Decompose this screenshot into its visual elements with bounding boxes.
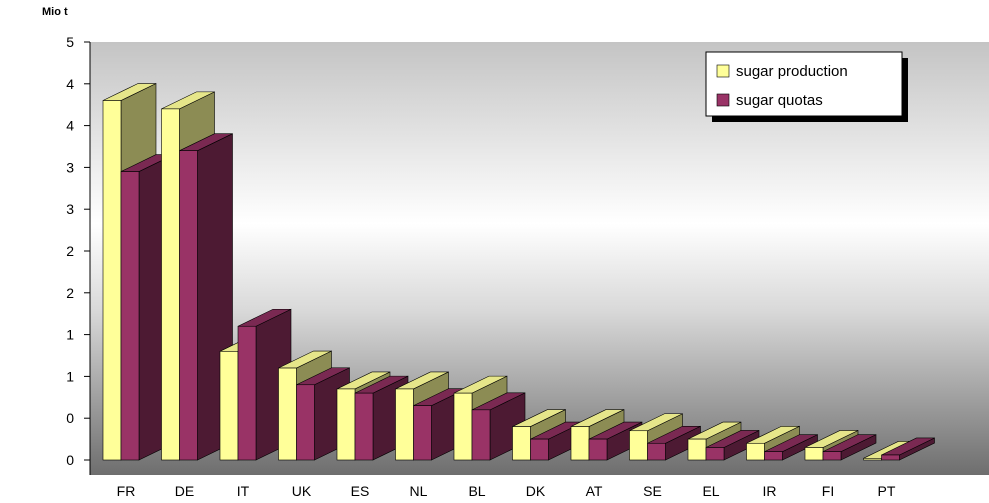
legend-swatch-sugar-quotas [716, 93, 730, 107]
x-tick-label-el: EL [702, 483, 719, 499]
x-tick-label-nl: NL [410, 483, 428, 499]
bar-front-face [570, 426, 590, 461]
y-tick-label: 5 [66, 34, 74, 50]
bar-front-face [219, 351, 239, 461]
bar-front-face [179, 150, 198, 461]
bar-front-face [881, 454, 900, 461]
x-tick-label-it: IT [237, 483, 250, 499]
bar-front-face [746, 442, 765, 461]
legend-label-sugar-quotas: sugar quotas [736, 92, 823, 109]
bar-front-face [629, 430, 648, 461]
x-tick-label-es: ES [351, 483, 370, 499]
bar-front-face [120, 171, 140, 461]
x-tick-label-pt: PT [878, 483, 896, 499]
x-tick-label-se: SE [643, 483, 662, 499]
bar-front-face [471, 409, 491, 461]
x-tick-label-fr: FR [117, 483, 136, 499]
bar-front-face [764, 451, 783, 461]
x-tick-label-de: DE [175, 483, 194, 499]
bar-front-face [588, 438, 608, 461]
y-axis-label: Mio t [42, 6, 68, 18]
x-tick-label-at: AT [586, 483, 603, 499]
x-tick-label-bl: BL [468, 483, 485, 499]
y-tick-label: 1 [66, 327, 74, 343]
x-tick-label-dk: DK [526, 483, 546, 499]
x-tick-label-ir: IR [763, 483, 777, 499]
bar-sugar-quotas-se [647, 425, 701, 461]
y-tick-label: 0 [66, 452, 74, 468]
bar-front-face [804, 447, 824, 461]
bar-front-face [296, 384, 315, 461]
bar-front-face [705, 447, 725, 461]
bar-front-face [161, 108, 180, 461]
legend-label-sugar-production: sugar production [736, 63, 848, 80]
x-tick-label-fi: FI [822, 483, 834, 499]
bar-front-face [453, 392, 473, 461]
y-tick-label: 0 [66, 410, 74, 426]
y-tick-label: 2 [66, 285, 74, 301]
x-tick-label-uk: UK [292, 483, 312, 499]
bar-front-face [647, 442, 666, 461]
bar-front-face [395, 388, 414, 461]
bar-sugar-quotas-el [705, 429, 760, 461]
y-tick-label: 4 [66, 76, 74, 92]
bar-front-face [278, 367, 297, 461]
y-axis: 0 0 1 1 2 2 3 3 4 4 5 [66, 34, 90, 468]
bar-front-face [336, 388, 356, 461]
bar-front-face [863, 458, 882, 461]
bar-front-face [687, 438, 707, 461]
y-tick-label: 3 [66, 201, 74, 217]
legend: sugar production sugar quotas [705, 51, 908, 122]
x-axis: FR DE IT UK ES NL BL DK AT SE EL IR FI PT [117, 483, 896, 499]
legend-box [705, 51, 903, 117]
y-tick-label: 3 [66, 159, 74, 175]
bar-front-face [354, 392, 374, 461]
bar-sugar-quotas-fi [822, 434, 877, 461]
y-tick-label: 1 [66, 368, 74, 384]
bars-group [102, 83, 935, 461]
bar-sugar-quotas-pt [881, 437, 935, 461]
bar-front-face [413, 405, 432, 461]
bar-front-face [822, 451, 842, 461]
bar-front-face [237, 325, 257, 461]
legend-swatch-sugar-production [716, 64, 730, 78]
bar-front-face [512, 426, 531, 461]
bar-front-face [102, 100, 122, 461]
y-tick-label: 2 [66, 243, 74, 259]
y-tick-label: 4 [66, 118, 74, 134]
bar-front-face [530, 438, 549, 461]
